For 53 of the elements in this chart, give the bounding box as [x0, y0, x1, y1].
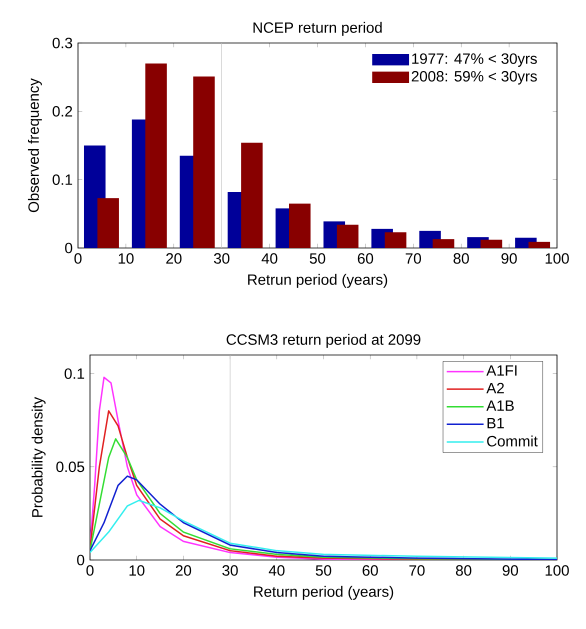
x-tick-label: 20	[166, 253, 182, 264]
x-tick-label: 90	[501, 253, 517, 264]
x-tick-label: 20	[176, 565, 192, 576]
x-tick-label: 0	[86, 565, 94, 576]
legend-label: 2008: 59% < 30yrs	[412, 70, 537, 85]
y-tick-label: 0.3	[52, 38, 72, 48]
line-series	[90, 500, 558, 559]
bar	[480, 240, 502, 248]
y-tick-label: 0.2	[52, 106, 72, 117]
x-tick-label: 70	[409, 565, 425, 576]
y-tick-label: 0	[65, 242, 72, 254]
legend-label: A1FI	[486, 365, 517, 376]
x-tick-label: 40	[262, 253, 278, 264]
x-tick-label: 70	[406, 253, 422, 264]
bar	[289, 204, 311, 248]
x-tick-label: 90	[502, 565, 518, 576]
bar	[241, 142, 263, 248]
x-tick-label: 100	[546, 253, 569, 264]
y-axis-title: Observed frequency	[28, 78, 42, 212]
y-tick-label: 0.1	[52, 174, 72, 185]
x-tick-label: 50	[316, 565, 332, 576]
y-axis-title: Probability density	[32, 396, 46, 517]
chart-title: NCEP return period	[254, 22, 382, 36]
bar	[336, 224, 358, 248]
legend-label: A1B	[486, 400, 514, 411]
bar	[528, 242, 550, 248]
chart-title: CCSM3 return period at 2099	[226, 334, 420, 348]
x-tick-label: 10	[130, 565, 144, 576]
x-tick-label: 80	[454, 253, 469, 264]
x-tick-label: 60	[362, 565, 378, 576]
x-tick-label: 30	[222, 565, 238, 576]
y-tick-label: 0.1	[64, 368, 84, 379]
line-series	[90, 475, 558, 560]
y-tick-label: 0	[77, 554, 84, 566]
x-axis-title: Return period (years)	[254, 586, 394, 600]
x-tick-label: 10	[118, 253, 134, 264]
x-tick-label: 30	[214, 253, 230, 264]
legend-label: Commit	[487, 436, 538, 446]
x-tick-label: 40	[268, 565, 285, 576]
bar	[384, 232, 406, 248]
bar	[193, 76, 215, 248]
x-axis-title: Retrun period (years)	[248, 274, 388, 288]
x-tick-label: 60	[358, 253, 374, 264]
y-tick-label: 0.05	[56, 462, 84, 472]
bar	[432, 239, 454, 248]
x-tick-label: 100	[546, 565, 569, 576]
legend-label: B1	[488, 418, 504, 428]
bar	[145, 63, 167, 248]
legend-label: 1977: 47% < 30yrs	[412, 53, 537, 67]
x-tick-label: 80	[456, 565, 472, 576]
x-tick-label: 50	[310, 253, 326, 264]
bar	[97, 198, 119, 248]
legend-label: A2	[486, 382, 504, 394]
